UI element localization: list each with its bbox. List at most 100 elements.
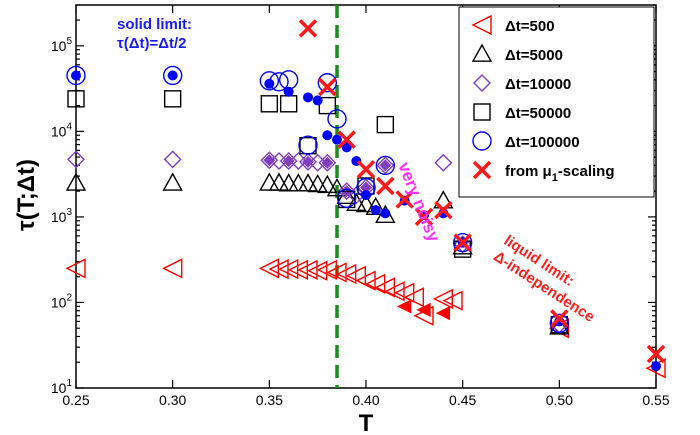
data-point-filled-diamond — [263, 154, 276, 167]
data-point-triangle-left-open — [307, 260, 328, 281]
data-point-circle-open — [317, 73, 338, 93]
legend-marker — [471, 43, 493, 62]
data-point-triangle-left-open — [162, 258, 183, 279]
data-point-filled-circle — [264, 78, 275, 89]
legend-marker — [472, 160, 492, 180]
legend-label: Δt=50000 — [505, 105, 571, 122]
y-tick-label: 103 — [51, 207, 73, 225]
data-point-diamond-open — [270, 152, 288, 171]
data-point-x — [550, 309, 569, 328]
data-point-triangle-left-open — [326, 262, 347, 283]
data-point-filled-triangle-left — [397, 299, 412, 314]
x-tick-label: 0.35 — [256, 392, 283, 408]
data-point-filled-circle — [370, 205, 381, 216]
data-point-triangle-left-open — [403, 287, 425, 308]
x-tick-label: 0.25 — [62, 392, 89, 408]
data-point-x — [395, 190, 414, 209]
data-point-triangle-left-open — [384, 281, 405, 302]
legend-marker — [472, 131, 492, 151]
x-axis-title: T — [359, 410, 374, 435]
data-point-triangle-left-open — [268, 259, 289, 280]
data-point-triangle-up-open — [268, 172, 290, 191]
x-tick-label: 0.50 — [546, 392, 573, 408]
data-point-circle-open — [336, 188, 357, 209]
legend-label: Δt=10000 — [505, 76, 571, 93]
data-point-square-open — [318, 96, 337, 115]
annotation-solid-limit: solid limit: — [117, 16, 192, 33]
data-point-triangle-up-open — [278, 173, 299, 192]
data-point-filled-diamond — [282, 155, 295, 168]
y-tick-label: 105 — [51, 36, 73, 54]
data-point-circle-open — [298, 135, 318, 155]
data-point-circle-open — [259, 71, 280, 91]
legend-marker — [473, 74, 491, 92]
y-tick-label: 104 — [51, 121, 73, 139]
data-point-filled-circle — [167, 70, 178, 81]
x-tick-label: 0.45 — [449, 392, 476, 408]
data-point-x — [453, 233, 472, 252]
data-point-triangle-up-open — [355, 193, 377, 213]
data-point-filled-circle — [303, 92, 313, 103]
data-point-x — [646, 344, 666, 364]
data-point-square-open — [279, 95, 298, 113]
data-point-diamond-open — [337, 182, 356, 201]
x-tick-label: 0.55 — [642, 392, 669, 408]
data-point-square-open — [260, 95, 279, 113]
data-point-filled-circle — [380, 208, 391, 219]
data-point-x — [337, 130, 356, 149]
x-tick-label: 0.40 — [352, 392, 379, 408]
data-point-circle-open — [162, 65, 183, 86]
data-point-filled-circle — [322, 130, 333, 141]
data-point-square-open — [376, 115, 395, 134]
data-point-circle-open — [452, 232, 473, 253]
data-point-triangle-left-open — [278, 259, 299, 280]
legend-marker — [471, 14, 492, 36]
data-point-filled-circle — [283, 86, 294, 97]
data-point-triangle-up-open — [288, 173, 309, 192]
legend-label: Δt=100000 — [505, 134, 580, 151]
data-point-triangle-left-open — [287, 259, 309, 281]
x-tick-label: 0.30 — [159, 392, 186, 408]
data-point-triangle-left-open — [65, 258, 86, 279]
data-point-x — [434, 200, 453, 220]
data-point-filled-diamond — [321, 156, 334, 169]
data-point-filled-diamond — [302, 155, 314, 168]
legend-label: from μ1-scaling — [505, 163, 615, 184]
legend-box — [458, 6, 655, 198]
data-point-triangle-left-open — [316, 259, 338, 281]
data-point-triangle-up-open — [317, 174, 338, 194]
annotation-solid-limit: τ(Δt)=Δt/2 — [117, 35, 187, 52]
y-axis-title: τ(T;Δt) — [13, 159, 40, 231]
x-tick-labels: 0.25 0.30 0.35 0.40 0.45 0.50 0.55 — [62, 392, 669, 408]
data-point-filled-diamond — [379, 159, 392, 172]
data-point-diamond-open — [308, 153, 327, 172]
data-point-triangle-up-open — [346, 192, 367, 212]
data-point-triangle-up-open — [162, 172, 183, 191]
data-point-triangle-left-open — [355, 270, 376, 291]
y-tick-label: 102 — [51, 292, 73, 310]
data-point-x — [318, 77, 337, 97]
data-point-circle-open — [66, 65, 86, 86]
data-point-circle-open — [549, 313, 570, 334]
data-point-diamond-open — [67, 150, 85, 169]
data-point-filled-circle — [341, 142, 352, 153]
data-point-diamond-open — [376, 156, 395, 175]
data-point-diamond-open — [163, 150, 182, 169]
legend-items: Δt=500 Δt=5000 Δt=10000 Δt=50000 Δt=100000 fr… — [471, 14, 615, 184]
data-point-square-open — [163, 90, 182, 108]
data-point-x — [414, 207, 434, 227]
y-tick-labels: 101 102 103 104 105 — [51, 36, 73, 396]
data-point-filled-circle — [71, 70, 81, 81]
data-point-triangle-up-open — [307, 173, 328, 193]
data-point-x — [298, 19, 318, 38]
data-point-filled-circle — [361, 190, 371, 201]
data-point-triangle-left-open — [442, 290, 463, 311]
data-point-circle-open — [375, 155, 396, 176]
data-point-diamond-open — [434, 153, 453, 172]
data-point-filled-circle — [312, 95, 323, 106]
legend-label: Δt=5000 — [505, 47, 563, 64]
data-point-triangle-up-open — [259, 172, 280, 191]
data-point-x — [356, 160, 376, 179]
data-marks — [65, 19, 666, 379]
